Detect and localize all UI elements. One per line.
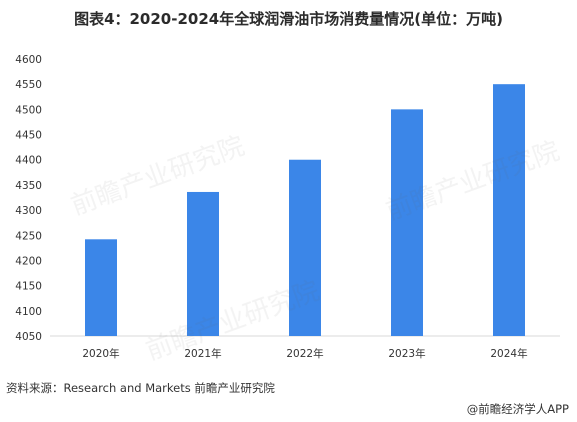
brand-credit: @前瞻经济学人APP	[466, 402, 569, 416]
y-tick-label: 4400	[15, 155, 42, 167]
y-tick-label: 4250	[15, 230, 42, 242]
bar-2020年	[85, 239, 117, 336]
y-tick-label: 4100	[15, 306, 42, 318]
source-note: 资料来源：Research and Markets 前瞻产业研究院	[6, 381, 275, 395]
y-tick-label: 4050	[15, 331, 42, 343]
y-tick-label: 4350	[15, 180, 42, 192]
bars	[85, 84, 525, 336]
y-tick-label: 4450	[15, 130, 42, 142]
y-tick-label: 4300	[15, 205, 42, 217]
chart-title: 图表4：2020-2024年全球润滑油市场消费量情况(单位：万吨)	[74, 10, 503, 28]
y-tick-label: 4150	[15, 281, 42, 293]
y-tick-label: 4500	[15, 104, 42, 116]
y-axis: 4050 4100 4150 4200 4250 4300 4350 4400 4450 4500…	[15, 54, 42, 343]
x-tick-label: 2022年	[286, 347, 323, 360]
bar-2022年	[289, 159, 321, 336]
y-tick-label: 4200	[15, 255, 42, 267]
x-tick-label: 2024年	[490, 347, 527, 360]
x-axis: 2020年 2021年 2022年 2023年 2024年	[82, 347, 527, 360]
x-tick-label: 2021年	[184, 347, 221, 360]
x-tick-label: 2020年	[82, 347, 119, 360]
y-tick-label: 4550	[15, 79, 42, 91]
bar-2023年	[391, 109, 423, 336]
bar-2024年	[493, 84, 525, 336]
x-tick-label: 2023年	[388, 347, 425, 360]
bar-2021年	[187, 191, 219, 336]
y-tick-label: 4600	[15, 54, 42, 66]
